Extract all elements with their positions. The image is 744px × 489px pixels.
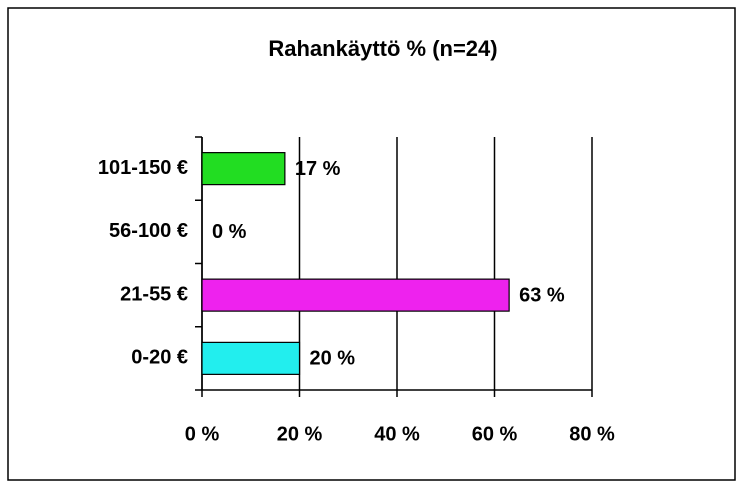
- y-tick-label: 0-20 €: [131, 347, 188, 369]
- value-label: 17 %: [295, 158, 341, 180]
- x-tick-label: 0 %: [185, 423, 220, 445]
- x-tick-label: 80 %: [569, 423, 615, 445]
- x-tick-label: 60 %: [472, 423, 518, 445]
- chart-border: [7, 7, 736, 481]
- y-tick-label: 56-100 €: [109, 220, 188, 242]
- value-label: 63 %: [519, 284, 565, 306]
- value-label: 20 %: [310, 348, 356, 370]
- bar: [201, 152, 286, 186]
- x-tick-label: 20 %: [277, 423, 323, 445]
- y-tick-label: 101-150 €: [98, 157, 188, 179]
- bar: [201, 341, 301, 375]
- chart-title: Rahankäyttö % (n=24): [268, 36, 497, 61]
- bar: [201, 278, 510, 312]
- y-tick-label: 21-55 €: [120, 283, 188, 305]
- x-tick-label: 40 %: [374, 423, 420, 445]
- value-label: 0 %: [212, 221, 247, 243]
